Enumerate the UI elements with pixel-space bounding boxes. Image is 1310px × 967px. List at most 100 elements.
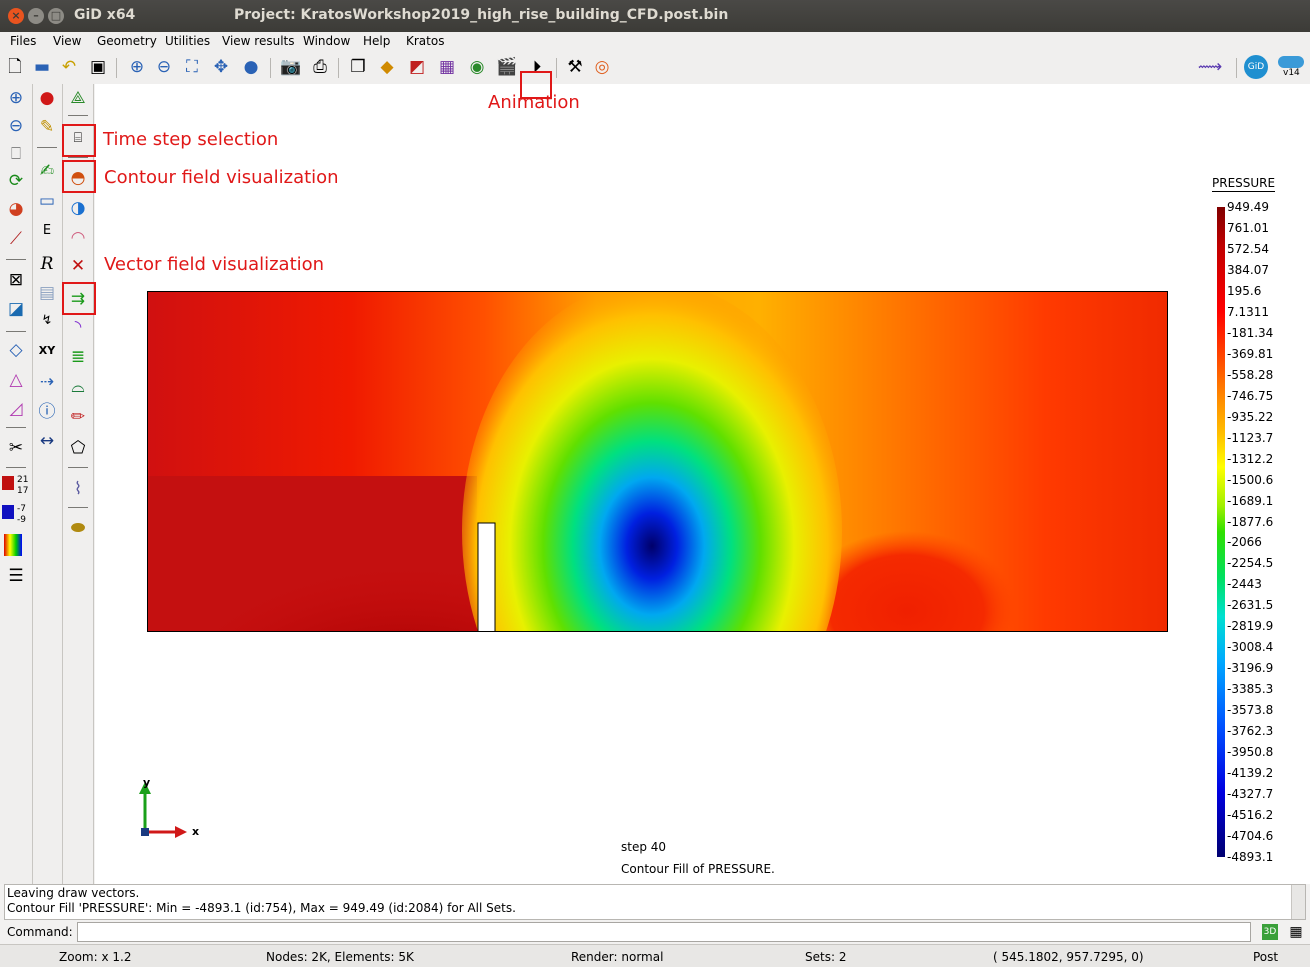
graphics-window[interactable]: Animation Time step selection Contour fi… <box>62 71 1310 884</box>
menu-help[interactable]: Help <box>363 34 391 48</box>
iso-surface-icon[interactable]: ⬠ <box>70 438 86 458</box>
legend-value-label: 7.1311 <box>1227 304 1269 319</box>
gid-logo-icon[interactable]: GiD <box>1244 55 1268 79</box>
menu-files[interactable]: Files <box>10 34 37 48</box>
min-color-icon[interactable] <box>2 505 14 519</box>
graph-icon[interactable]: ⌇ <box>73 479 83 499</box>
minimize-window-button[interactable]: – <box>28 8 44 24</box>
legend-value-label: -4327.7 <box>1227 787 1274 802</box>
min-badge: -7 -9 <box>17 504 26 525</box>
layers-icon[interactable]: ◆ <box>380 57 394 77</box>
message-line: Contour Fill 'PRESSURE': Min = -4893.1 (… <box>7 901 516 915</box>
sphere-render-icon[interactable]: ◕ <box>8 199 24 219</box>
mesh-icon[interactable]: ◉ <box>469 57 485 77</box>
play-icon[interactable]: ⏵ <box>532 57 542 77</box>
grid-icon[interactable]: ▦ <box>1289 924 1303 940</box>
refresh-icon[interactable]: ⟳ <box>8 171 24 191</box>
disk-icon[interactable]: ▤ <box>38 283 56 303</box>
toggle-icon[interactable] <box>1278 56 1304 68</box>
measure-icon[interactable]: ⟋ <box>10 229 22 249</box>
page-icon[interactable]: ⎕ <box>10 144 22 164</box>
legend-value-label: -3008.4 <box>1227 640 1274 655</box>
zoom-in-icon[interactable]: ⊕ <box>129 57 145 77</box>
distance-icon[interactable]: ↔ <box>39 431 55 451</box>
contour-lines-icon[interactable]: ◠ <box>70 228 86 248</box>
menu-window[interactable]: Window <box>303 34 351 48</box>
vector-field-icon[interactable]: ⇉ <box>70 289 86 309</box>
tool-separator <box>6 427 26 428</box>
menu-kratos[interactable]: Kratos <box>406 34 445 48</box>
menu-utilities[interactable]: Utilities <box>165 34 211 48</box>
kratos-icon[interactable]: ⟿ <box>1197 57 1223 77</box>
cut-plane-icon[interactable]: ◿ <box>9 399 23 419</box>
notes-icon[interactable]: ✍ <box>39 161 55 181</box>
max-color-icon[interactable] <box>2 476 14 490</box>
main-toolbar: 🗋 ▬ ↶ ▣ ⊕ ⊖ ⛶ ✥ ● 📷 ⎙ ❐ ◆ ◩ ▦ ◉ 🎬 ⏵ ⚒ ◎ … <box>0 52 1310 84</box>
scissors-icon[interactable]: ✂ <box>8 438 24 458</box>
annotation-contour: Contour field visualization <box>104 167 339 188</box>
contour-fill-icon[interactable]: ◓ <box>70 168 86 188</box>
contour-icon[interactable]: ◩ <box>408 57 426 77</box>
message-scrollbar[interactable] <box>1291 885 1305 919</box>
3d-mode-icon[interactable]: 3D <box>1262 924 1278 940</box>
graph-icon[interactable]: ▦ <box>438 57 456 77</box>
version-label: v14 <box>1283 68 1300 78</box>
save-icon[interactable]: ▣ <box>89 57 107 77</box>
vectors-icon[interactable]: ⇢ <box>39 372 55 392</box>
fill-icon[interactable]: ◪ <box>7 299 25 319</box>
min-max-icon[interactable]: ✕ <box>70 256 86 276</box>
colormap-icon[interactable] <box>4 534 22 556</box>
menu-geometry[interactable]: Geometry <box>97 34 157 48</box>
tool-separator <box>68 467 88 468</box>
box-icon[interactable]: ⊠ <box>8 270 24 290</box>
tools-icon[interactable]: ⚒ <box>567 57 583 77</box>
pencil-icon[interactable]: ✎ <box>39 117 55 137</box>
rotate-sphere-icon[interactable]: ● <box>243 57 259 77</box>
frame-icon[interactable]: ▭ <box>38 191 56 211</box>
record-icon[interactable]: ● <box>39 88 55 108</box>
list-icon[interactable]: ☰ <box>8 566 24 586</box>
zoom-out-icon[interactable]: ⊖ <box>8 116 24 136</box>
menu-view-results[interactable]: View results <box>222 34 295 48</box>
time-step-icon[interactable]: ⌸ <box>73 130 83 146</box>
new-file-icon[interactable]: 🗋 <box>8 57 22 77</box>
command-input[interactable] <box>77 922 1251 942</box>
camera-icon[interactable]: 📷 <box>280 57 302 77</box>
message-line: Leaving draw vectors. <box>7 886 140 900</box>
triangle-icon[interactable]: △ <box>9 370 23 390</box>
highlight-contour <box>62 160 96 193</box>
legend-value-label: -1877.6 <box>1227 514 1274 529</box>
pan-icon[interactable]: ✥ <box>213 57 229 77</box>
cube-icon[interactable]: ◇ <box>9 340 23 360</box>
legend-value-label: -3385.3 <box>1227 682 1274 697</box>
label-r-icon[interactable]: R <box>40 254 54 274</box>
help-lifebuoy-icon[interactable]: ◎ <box>594 57 610 77</box>
label-e-icon[interactable]: E <box>42 223 52 238</box>
zoom-in-icon[interactable]: ⊕ <box>8 88 24 108</box>
clapperboard-icon[interactable]: 🎬 <box>496 57 518 77</box>
open-folder-icon[interactable]: ▬ <box>33 57 51 77</box>
stream-icon[interactable]: ◝ <box>74 317 82 337</box>
legend-value-label: -2443 <box>1227 577 1262 592</box>
close-window-button[interactable]: × <box>8 8 24 24</box>
mesh-quality-icon[interactable]: ⟁ <box>70 88 86 108</box>
menu-view[interactable]: View <box>53 34 82 48</box>
coord-icon[interactable]: ↯ <box>41 313 53 328</box>
deform-icon[interactable]: ⌓ <box>71 377 85 397</box>
highlight-time-step <box>62 124 96 157</box>
print-icon[interactable]: ⎙ <box>313 57 327 77</box>
toolbar-separator <box>556 58 557 78</box>
info-icon[interactable]: ⓘ <box>38 402 56 422</box>
zoom-out-icon[interactable]: ⊖ <box>156 57 172 77</box>
contour-smooth-icon[interactable]: ◑ <box>70 198 86 218</box>
marker-icon[interactable]: ✏ <box>70 407 86 427</box>
maximize-window-button[interactable]: □ <box>48 8 64 24</box>
cylinder-icon[interactable]: ⬬ <box>70 518 86 538</box>
bars-icon[interactable]: ≣ <box>70 347 86 367</box>
pressure-contour-plot[interactable] <box>147 291 1168 632</box>
undo-icon[interactable]: ↶ <box>61 57 77 77</box>
zoom-frame-icon[interactable]: ⛶ <box>186 57 198 77</box>
xy-label-icon[interactable]: XY <box>38 344 56 357</box>
copy-icon[interactable]: ❐ <box>350 57 366 77</box>
legend-value-label: -746.75 <box>1227 388 1274 403</box>
